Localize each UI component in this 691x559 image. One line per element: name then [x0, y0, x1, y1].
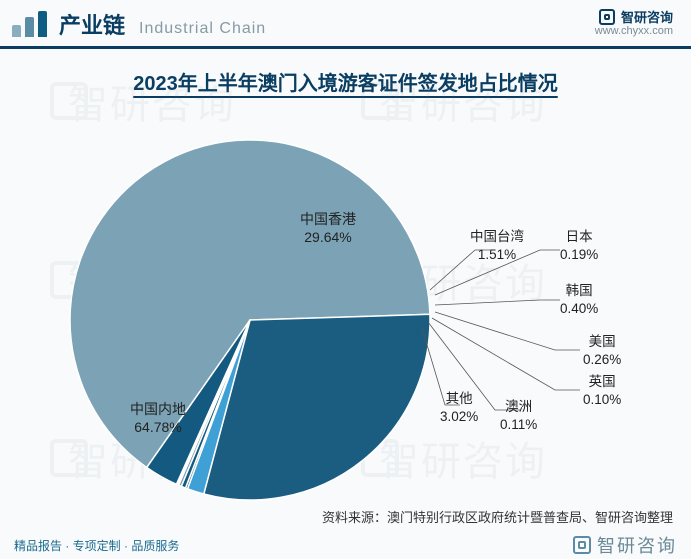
source-text: 资料来源：澳门特别行政区政府统计暨普查局、智研咨询整理: [322, 507, 673, 526]
logo-bars-icon: [12, 11, 47, 37]
chart-title: 2023年上半年澳门入境游客证件签发地占比情况: [0, 67, 691, 96]
footer-brand-text: 智研咨询: [597, 532, 677, 558]
label-kr: 韩国0.40%: [560, 282, 598, 317]
brand-url: www.chyxx.com: [595, 25, 673, 38]
label-us: 美国0.26%: [583, 333, 621, 368]
label-other: 其他3.02%: [440, 390, 478, 425]
footer-tagline: 精品报告 · 专项定制 · 品质服务: [14, 537, 179, 554]
label-tw: 中国台湾1.51%: [470, 228, 524, 263]
brand-logo-icon: [599, 9, 615, 25]
pie-chart: [25, 110, 445, 530]
chart-area: 中国香港 29.64% 中国内地 64.78% 中国台湾1.51% 日本0.19…: [0, 100, 691, 510]
label-hk: 中国香港 29.64%: [300, 210, 356, 246]
label-au: 澳洲0.11%: [500, 398, 537, 433]
label-jp: 日本0.19%: [560, 228, 598, 263]
label-mainland: 中国内地 64.78%: [130, 400, 186, 436]
header-left: 产业链 Industrial Chain: [12, 8, 266, 40]
footer-brand-logo-icon: [573, 536, 591, 554]
label-uk: 英国0.10%: [583, 373, 621, 408]
brand-name: 智研咨询: [621, 10, 673, 26]
category-title-en: Industrial Chain: [139, 20, 266, 40]
footer: 精品报告 · 专项定制 · 品质服务 智研咨询: [0, 531, 691, 559]
footer-brand: 智研咨询: [573, 532, 677, 558]
brand-block: 智研咨询 www.chyxx.com: [595, 9, 673, 38]
category-title-cn: 产业链: [59, 8, 125, 40]
header: 产业链 Industrial Chain 智研咨询 www.chyxx.com: [0, 0, 691, 49]
